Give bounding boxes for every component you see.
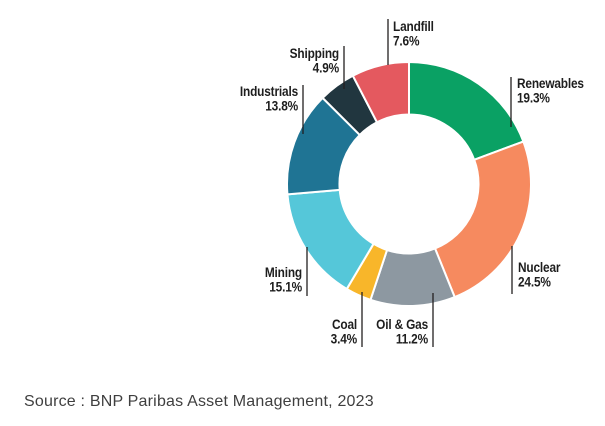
callout-value-mining: 15.1% bbox=[269, 279, 302, 295]
segment-landfill bbox=[351, 61, 410, 124]
callout-value-renewables: 19.3% bbox=[517, 90, 550, 106]
callout-value-oil-gas: 11.2% bbox=[396, 331, 428, 347]
source-attribution: Source : BNP Paribas Asset Management, 2… bbox=[24, 393, 374, 410]
callout-value-nuclear: 24.5% bbox=[518, 274, 551, 290]
segment-nuclear bbox=[434, 140, 532, 299]
segment-renewables bbox=[408, 61, 525, 161]
callout-value-shipping: 4.9% bbox=[313, 60, 339, 76]
callout-label-industrials: Industrials bbox=[240, 83, 298, 99]
callout-value-coal: 3.4% bbox=[331, 331, 357, 347]
callout-value-industrials: 13.8% bbox=[265, 98, 298, 114]
callout-label-renewables: Renewables bbox=[517, 75, 584, 91]
callout-label-coal: Coal bbox=[332, 316, 357, 332]
callout-label-oil-gas: Oil & Gas bbox=[376, 316, 428, 332]
callout-label-landfill: Landfill bbox=[393, 18, 434, 34]
callout-label-nuclear: Nuclear bbox=[518, 259, 561, 275]
callout-label-shipping: Shipping bbox=[290, 45, 339, 61]
callout-label-mining: Mining bbox=[265, 264, 302, 280]
callout-value-landfill: 7.6% bbox=[393, 33, 419, 49]
